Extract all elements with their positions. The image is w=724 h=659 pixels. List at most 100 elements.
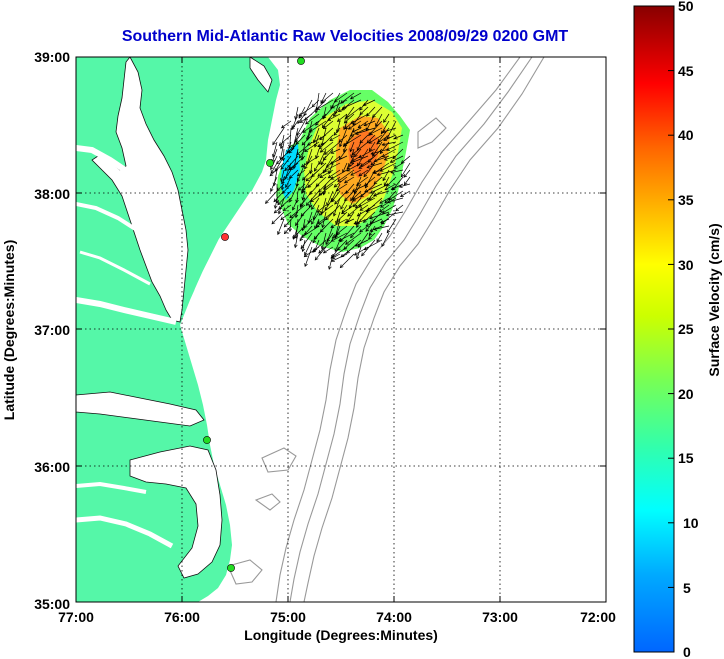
velocity-arrow-head [373, 158, 378, 163]
colorbar-tick-label: 5 [683, 580, 691, 596]
velocity-arrow [280, 134, 285, 149]
velocity-arrow-head [327, 117, 332, 121]
velocity-arrow [334, 92, 348, 103]
velocity-arrow [372, 141, 383, 157]
colorbar-tick-label: 15 [678, 450, 694, 466]
velocity-arrow-head [289, 214, 294, 219]
velocity-arrow [287, 141, 292, 154]
velocity-arrow-head [392, 186, 396, 191]
velocity-arrow [347, 204, 362, 217]
velocity-arrow-head [376, 172, 381, 177]
velocity-arrow [302, 218, 306, 231]
velocity-arrow [376, 134, 390, 145]
velocity-arrow [317, 169, 327, 177]
velocity-arrow [306, 148, 313, 165]
velocity-arrow-head [271, 220, 276, 225]
velocity-arrow [335, 225, 348, 236]
x-tick-label: 73:00 [482, 609, 518, 625]
velocity-arrow [358, 162, 369, 169]
velocity-arrow [350, 225, 362, 238]
velocity-arrow [353, 218, 369, 225]
velocity-arrow-head [379, 168, 384, 172]
velocity-arrow [298, 106, 313, 117]
velocity-arrow-head [276, 187, 281, 192]
velocity-arrow [274, 204, 285, 214]
velocity-arrow [295, 106, 299, 120]
velocity-arrow [279, 134, 292, 146]
velocity-arrow [381, 120, 390, 134]
velocity-arrow [280, 211, 292, 220]
velocity-arrow-head [366, 165, 371, 169]
velocity-arrow [313, 127, 320, 143]
velocity-arrow [361, 239, 376, 257]
velocity-arrow [363, 211, 376, 223]
velocity-arrow-head [388, 196, 393, 201]
velocity-arrow [366, 106, 376, 117]
velocity-arrow [352, 127, 362, 133]
velocity-arrow-head [367, 236, 372, 240]
velocity-arrow [315, 176, 327, 187]
velocity-arrow [296, 176, 299, 187]
velocity-arrow [373, 176, 383, 185]
velocity-arrow [280, 141, 285, 160]
velocity-arrow [317, 204, 327, 213]
velocity-arrow-head [356, 255, 360, 260]
velocity-arrow-head [330, 258, 335, 262]
velocity-arrow [364, 183, 383, 193]
velocity-arrow-head [363, 122, 368, 127]
velocity-arrow-head [359, 207, 364, 211]
velocity-arrow-head [286, 150, 290, 154]
y-tick-label: 36:00 [34, 459, 70, 475]
velocity-arrow [394, 162, 404, 169]
velocity-arrow-head [313, 247, 318, 252]
velocity-arrow [309, 120, 327, 133]
velocity-arrow-head [321, 115, 326, 120]
velocity-arrow-head [373, 192, 378, 197]
station-marker [227, 564, 235, 572]
velocity-arrow-head [311, 103, 316, 108]
velocity-arrow [363, 99, 376, 106]
velocity-arrow [302, 190, 306, 200]
velocity-arrow [317, 141, 327, 147]
x-tick-label: 76:00 [164, 609, 200, 625]
velocity-arrow [375, 113, 383, 127]
velocity-arrow-head [346, 168, 351, 172]
velocity-arrow [371, 148, 390, 155]
velocity-arrow [377, 127, 390, 143]
velocity-arrow-head [369, 228, 374, 232]
velocity-arrow [302, 183, 313, 191]
velocity-arrow [270, 176, 278, 192]
velocity-arrow [348, 120, 362, 130]
velocity-arrow [321, 232, 327, 250]
velocity-arrow-head [346, 165, 351, 170]
velocity-arrow-head [293, 244, 298, 249]
velocity-arrow [315, 148, 320, 159]
velocity-arrow [316, 218, 327, 228]
velocity-arrow [359, 204, 369, 211]
velocity-arrow [270, 162, 278, 174]
velocity-arrow [304, 246, 313, 267]
velocity-arrow [356, 246, 362, 260]
velocity-arrow-head [320, 161, 325, 166]
velocity-arrow-head [347, 126, 352, 130]
velocity-arrow-head [317, 143, 322, 147]
velocity-arrow [314, 246, 327, 261]
velocity-arrow [390, 155, 404, 163]
velocity-arrow-head [301, 248, 305, 253]
velocity-arrow [302, 120, 320, 133]
velocity-arrow [288, 155, 306, 170]
velocity-arrow-head [330, 105, 335, 109]
velocity-arrow-head [277, 231, 281, 236]
velocity-arrow-head [385, 212, 390, 217]
velocity-arrow-head [370, 161, 375, 166]
velocity-arrow [301, 176, 313, 194]
velocity-arrow-head [291, 126, 295, 131]
velocity-arrow-head [358, 172, 363, 177]
velocity-arrow [297, 113, 306, 124]
velocity-arrow-head [281, 180, 285, 185]
velocity-arrow [289, 183, 299, 203]
velocity-arrow-head [319, 148, 324, 153]
velocity-arrow [331, 253, 348, 262]
velocity-arrow [299, 148, 306, 159]
velocity-arrow-head [375, 123, 379, 127]
